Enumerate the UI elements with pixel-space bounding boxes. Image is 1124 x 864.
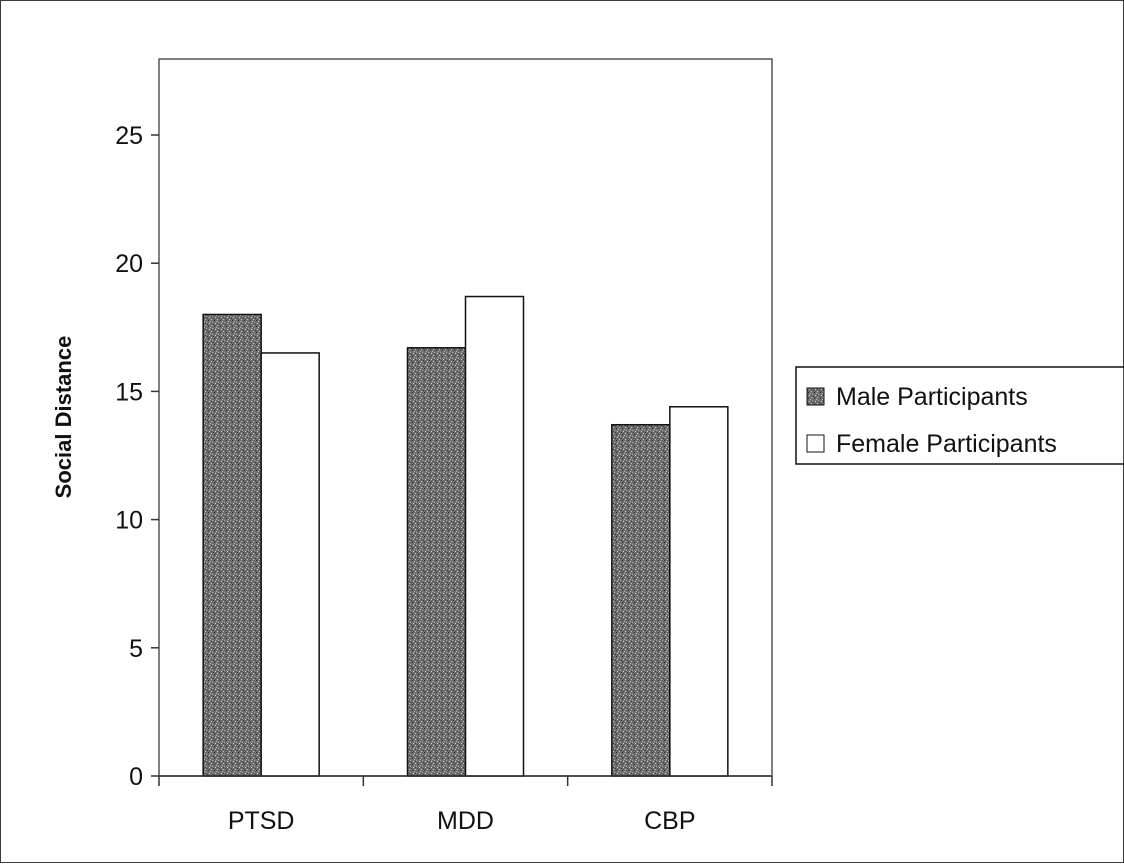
x-category-label: MDD [437,807,494,835]
y-axis-title: Social Distance [51,336,76,499]
bar-male-ptsd [202,313,262,777]
y-tick-label: 10 [115,507,143,535]
legend-swatch-female [806,434,825,453]
legend-box [795,366,1124,465]
legend-label-female: Female Participants [836,430,1057,458]
y-tick-label: 20 [115,250,143,278]
legend-swatch-male [806,387,825,406]
bars [159,295,772,777]
x-axis: PTSD MDD CBP [158,776,773,835]
bar-female-cbp [669,406,729,777]
bar-male-cbp [611,423,671,777]
bar-female-ptsd [260,352,320,777]
legend: Male Participants Female Participants [795,366,1124,465]
bar-female-mdd [464,295,525,777]
x-category-label: PTSD [228,807,295,835]
bar-male-mdd [406,347,467,777]
y-tick-label: 0 [129,763,143,791]
y-axis: 0 5 10 15 20 25 [115,122,159,791]
legend-label-male: Male Participants [836,383,1028,411]
y-tick-label: 15 [115,378,143,406]
y-tick-label: 25 [115,122,143,150]
x-category-label: CBP [644,807,695,835]
y-tick-label: 5 [129,635,143,663]
